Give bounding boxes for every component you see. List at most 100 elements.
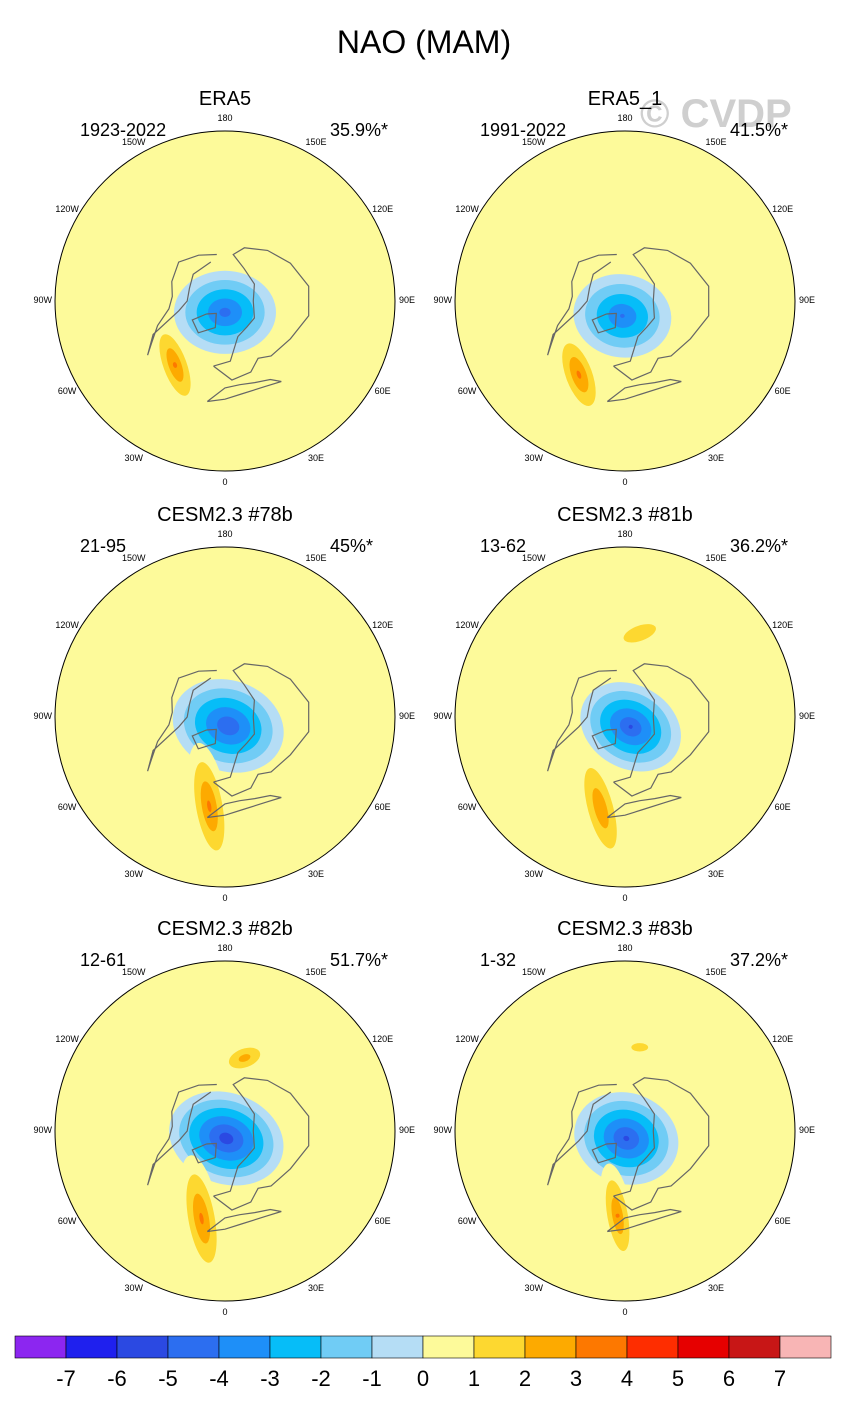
colorbar-tick: 1 xyxy=(468,1366,480,1391)
colorbar-bin xyxy=(575,1335,628,1359)
lon-label: 0 xyxy=(222,1307,228,1317)
coastline xyxy=(606,1208,682,1233)
colorbar-bin xyxy=(14,1335,67,1359)
colorbar-tick: 0 xyxy=(417,1366,429,1391)
positive-contour xyxy=(172,362,178,368)
lon-label: 150W xyxy=(522,137,546,148)
colorbar-tick: 4 xyxy=(621,1366,633,1391)
coastline xyxy=(147,253,217,356)
lon-label: 90E xyxy=(399,711,416,721)
map-border xyxy=(454,130,796,472)
panel-period: 1923-2022 xyxy=(80,120,167,140)
lon-label: 180 xyxy=(617,943,633,953)
colorbar-tick: -7 xyxy=(56,1366,76,1391)
panel-title: ERA5 xyxy=(198,88,252,110)
map-border xyxy=(54,546,396,888)
lon-label: 90W xyxy=(433,711,453,721)
lon-label: 60E xyxy=(374,802,391,812)
nao-map xyxy=(454,546,796,888)
lon-label: 120W xyxy=(455,204,479,214)
coastline xyxy=(613,1077,710,1211)
lon-label: 60W xyxy=(57,802,77,812)
map-border xyxy=(454,960,796,1302)
colorbar-tick: 2 xyxy=(519,1366,531,1391)
lon-label: 150E xyxy=(305,137,327,148)
coastline xyxy=(191,312,217,334)
panel-title: ERA5_1 xyxy=(587,88,663,110)
lon-label: 150E xyxy=(305,967,327,978)
panel-period: 1-32 xyxy=(480,950,517,970)
coastline xyxy=(206,1208,282,1233)
coastline xyxy=(213,663,310,797)
negative-contour xyxy=(217,716,240,736)
lon-label: 150E xyxy=(705,137,727,148)
colorbar-bin xyxy=(626,1335,679,1359)
panel-era5: ERA5 1923-2022 35.9%* 180 150E 120E 90E 60E 3… xyxy=(34,88,450,498)
coastline xyxy=(213,1077,310,1211)
lon-label: 180 xyxy=(217,113,233,123)
colorbar-tick: -2 xyxy=(311,1366,331,1391)
colorbar-tick: 6 xyxy=(723,1366,735,1391)
lon-label: 90E xyxy=(799,1125,816,1135)
lon-label: 60W xyxy=(57,386,77,396)
panel-era5-1: ERA5_1 1991-2022 41.5%* 180 150E 120E 90E 60… xyxy=(434,88,848,498)
lon-label: 0 xyxy=(622,893,628,903)
lon-label: 60W xyxy=(457,386,477,396)
lon-label: 60E xyxy=(374,1216,391,1226)
lon-label: 150W xyxy=(522,553,546,564)
lon-label: 30E xyxy=(708,452,725,463)
colorbar-bin xyxy=(320,1335,373,1359)
lon-label: 60E xyxy=(774,1216,791,1226)
colorbar-bin xyxy=(371,1335,424,1359)
lon-label: 90E xyxy=(799,295,816,305)
panel-cesm-83b: CESM2.3 #83b 1-32 37.2%* 180 150E 120E 90E 6… xyxy=(434,918,848,1328)
lon-label: 180 xyxy=(617,529,633,539)
lon-label: 0 xyxy=(622,477,628,487)
negative-contour xyxy=(620,313,625,318)
lon-label: 120W xyxy=(455,1034,479,1044)
nao-map xyxy=(54,960,396,1302)
lon-label: 180 xyxy=(217,943,233,953)
lon-label: 30E xyxy=(708,1282,725,1293)
coastline xyxy=(147,669,217,772)
panel-variance: 36.2%* xyxy=(730,536,789,556)
lon-label: 120E xyxy=(372,204,394,214)
lon-label: 150W xyxy=(522,967,546,978)
cvdp-watermark: © CVDP xyxy=(640,92,792,136)
panel-title: CESM2.3 #81b xyxy=(557,504,693,526)
panel-variance: 41.5%* xyxy=(730,120,789,140)
colorbar-tick: -3 xyxy=(260,1366,280,1391)
lon-label: 60W xyxy=(457,802,477,812)
lon-label: 150E xyxy=(705,967,727,978)
lon-label: 60E xyxy=(374,386,391,396)
colorbar-tick: 5 xyxy=(672,1366,684,1391)
negative-contour xyxy=(219,307,231,317)
colorbar-bin xyxy=(728,1335,781,1359)
coastline xyxy=(606,794,682,819)
coastline xyxy=(206,794,282,819)
nao-map xyxy=(454,130,796,472)
coastline xyxy=(191,728,217,750)
lon-label: 90W xyxy=(433,295,453,305)
lon-label: 0 xyxy=(222,893,228,903)
colorbar-bin xyxy=(167,1335,220,1359)
lon-label: 120W xyxy=(55,204,79,214)
lon-label: 30W xyxy=(524,868,544,879)
panel-cesm-81b: CESM2.3 #81b 13-62 36.2%* 180 150E 120E 90E… xyxy=(434,504,848,914)
positive-contour xyxy=(576,370,582,379)
positive-contour xyxy=(207,800,212,813)
lon-label: 30W xyxy=(524,452,544,463)
colorbar-tick: -5 xyxy=(158,1366,178,1391)
lon-label: 180 xyxy=(617,113,633,123)
negative-contour xyxy=(628,724,633,729)
lon-label: 0 xyxy=(622,1307,628,1317)
colorbar-tick: -6 xyxy=(107,1366,127,1391)
panel-title: CESM2.3 #83b xyxy=(557,918,693,940)
lon-label: 30W xyxy=(124,1282,144,1293)
coastline xyxy=(547,1083,617,1186)
panel-variance: 37.2%* xyxy=(730,950,789,970)
lon-label: 30E xyxy=(708,868,725,879)
lon-label: 90E xyxy=(399,295,416,305)
lon-label: 180 xyxy=(217,529,233,539)
coastline xyxy=(547,669,617,772)
